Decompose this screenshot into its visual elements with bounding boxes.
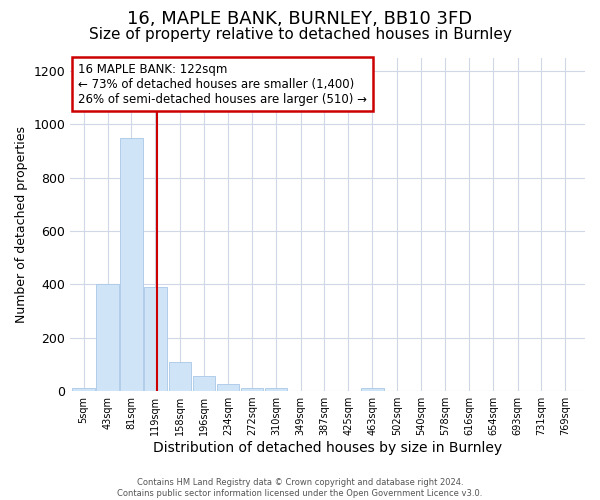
Bar — [265, 388, 287, 391]
Bar — [144, 287, 167, 391]
Y-axis label: Number of detached properties: Number of detached properties — [15, 126, 28, 323]
Text: Contains HM Land Registry data © Crown copyright and database right 2024.
Contai: Contains HM Land Registry data © Crown c… — [118, 478, 482, 498]
Bar — [193, 376, 215, 391]
Bar — [169, 362, 191, 391]
Bar — [96, 284, 119, 391]
Text: 16 MAPLE BANK: 122sqm
← 73% of detached houses are smaller (1,400)
26% of semi-d: 16 MAPLE BANK: 122sqm ← 73% of detached … — [78, 62, 367, 106]
Bar — [120, 138, 143, 391]
Text: Size of property relative to detached houses in Burnley: Size of property relative to detached ho… — [89, 28, 511, 42]
Bar — [72, 388, 95, 391]
Text: 16, MAPLE BANK, BURNLEY, BB10 3FD: 16, MAPLE BANK, BURNLEY, BB10 3FD — [127, 10, 473, 28]
Bar — [361, 388, 384, 391]
Bar — [241, 388, 263, 391]
X-axis label: Distribution of detached houses by size in Burnley: Distribution of detached houses by size … — [153, 441, 502, 455]
Bar — [217, 384, 239, 391]
